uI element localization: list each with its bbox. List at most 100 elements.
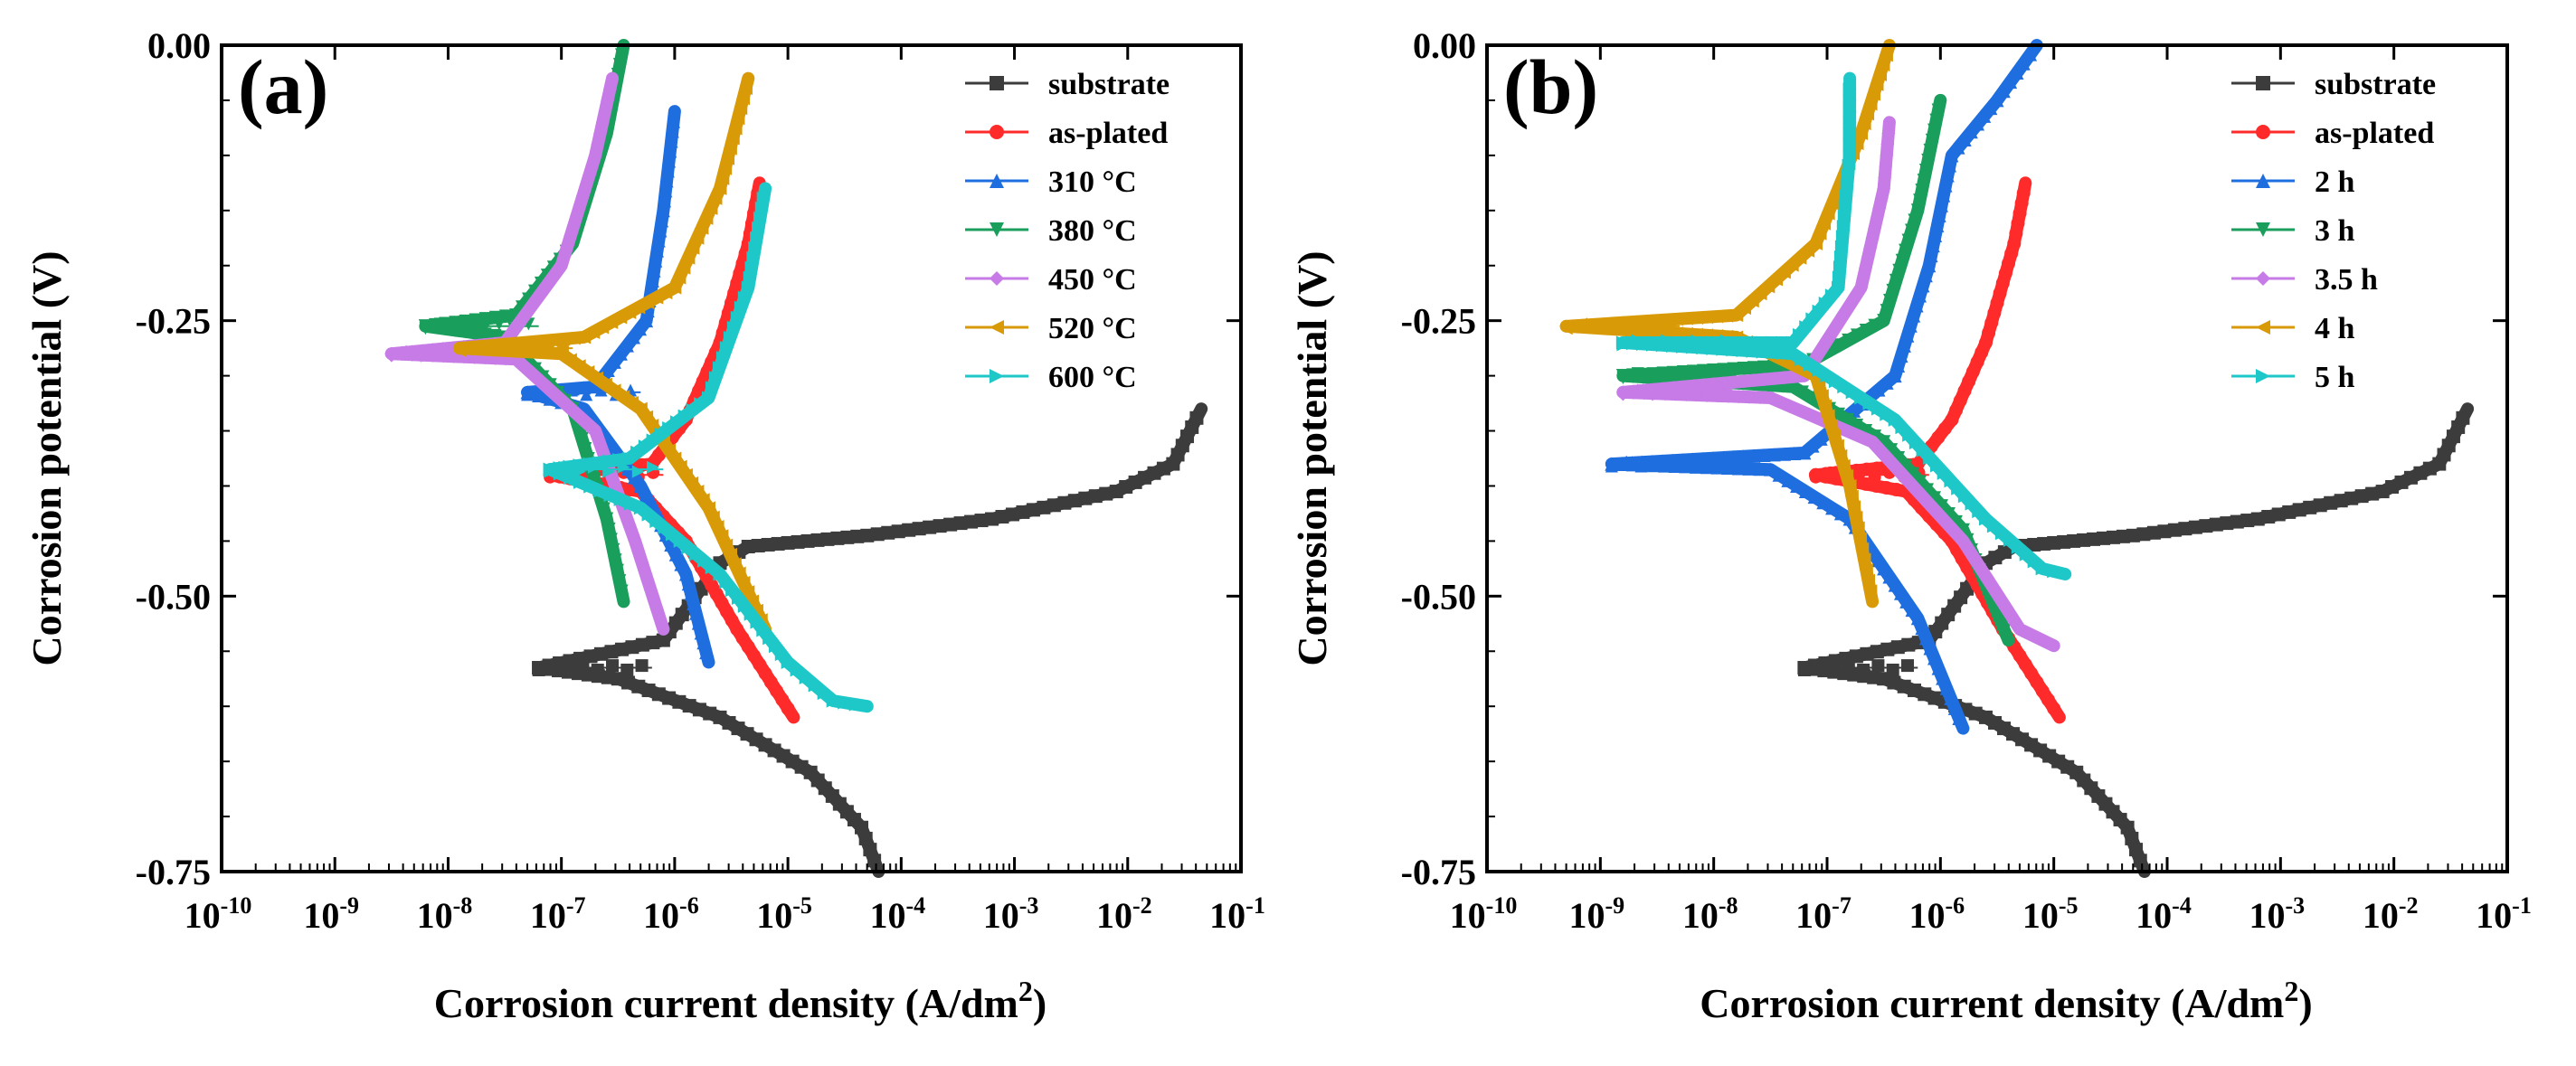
series-marker (1814, 342, 1829, 356)
series-marker (1807, 490, 1822, 505)
series-marker (658, 286, 673, 300)
series-marker (743, 607, 758, 621)
series-marker (649, 514, 664, 528)
series-marker (1776, 265, 1791, 279)
series-marker (1901, 637, 1916, 652)
series-marker (1868, 221, 1882, 235)
series-marker (1851, 521, 1865, 535)
series-2-h (1605, 39, 2043, 735)
series-marker (592, 434, 606, 448)
series-marker (860, 528, 875, 542)
series-marker (713, 567, 727, 581)
series-marker (585, 158, 600, 173)
series-marker (2035, 561, 2050, 576)
series-marker (732, 566, 746, 580)
series-marker (668, 280, 682, 295)
legend-label: 3.5 h (2315, 263, 2378, 297)
series-marker (705, 561, 719, 575)
series-marker (2324, 495, 2338, 510)
series-marker (1832, 316, 1846, 330)
series-marker (1877, 672, 1891, 686)
series-marker (1841, 168, 1855, 183)
series-marker (574, 431, 589, 446)
series-marker (553, 461, 567, 476)
series-marker (577, 381, 592, 395)
legend-marker (990, 76, 1004, 90)
series-marker (741, 585, 755, 599)
series-marker (1897, 679, 1911, 693)
series-marker (602, 82, 617, 97)
series-marker (1726, 335, 1740, 350)
y-tick-label: -0.50 (1401, 576, 1476, 617)
series-marker (1731, 390, 1746, 404)
series-marker (625, 640, 639, 655)
series-marker (667, 114, 681, 128)
legend-marker (2256, 76, 2270, 90)
series-marker (1948, 514, 1963, 529)
series-marker (535, 284, 550, 298)
series-marker (1646, 367, 1661, 382)
series-marker (1918, 269, 1933, 283)
series-marker (1854, 126, 1869, 140)
series-marker (2010, 65, 2024, 80)
series-marker (2125, 831, 2139, 845)
series-marker (1997, 623, 2012, 637)
series-marker (699, 646, 714, 660)
series-marker (1624, 456, 1639, 470)
series-marker (566, 331, 581, 345)
series-marker (1899, 594, 1914, 608)
x-axis-title: Corrosion current density (A/dm2) (434, 975, 1046, 1026)
series-marker (1836, 458, 1851, 473)
series-marker (582, 457, 597, 471)
series-marker (1994, 526, 2009, 541)
series-marker (2220, 516, 2234, 531)
series-marker (573, 410, 587, 424)
series-marker (1920, 483, 1935, 497)
series-marker (781, 702, 795, 716)
legend-label: substrate (2315, 68, 2436, 101)
series-marker (1882, 570, 1897, 584)
series-marker (1899, 458, 1913, 473)
series-marker (651, 233, 666, 248)
series-marker (1716, 335, 1730, 350)
series-marker (1609, 316, 1624, 330)
series-marker (1761, 279, 1776, 294)
series-marker (863, 843, 877, 857)
series-marker (1747, 448, 1761, 463)
series-marker (651, 687, 666, 702)
series-marker (756, 191, 771, 205)
series-marker (1649, 313, 1663, 327)
series-marker (656, 435, 670, 449)
series-marker (1721, 389, 1736, 403)
series-marker (638, 439, 652, 454)
series-marker (2003, 533, 2017, 548)
series-marker (1859, 476, 1873, 491)
series-marker (494, 337, 508, 352)
series-marker (572, 359, 586, 373)
series-marker (678, 467, 693, 482)
series-marker (658, 521, 672, 535)
series-marker (1913, 288, 1927, 303)
series-marker (630, 445, 645, 459)
series-marker (614, 584, 629, 599)
series-marker (1939, 681, 1954, 695)
series-marker (1818, 399, 1833, 413)
series-marker (578, 441, 592, 456)
series-marker (1934, 499, 1948, 514)
x-tick-label: 10-8 (1682, 892, 1738, 936)
series-marker (1859, 424, 1873, 439)
series-marker (690, 231, 705, 245)
series-marker (2023, 47, 2038, 61)
y-tick-label: -0.75 (1401, 852, 1476, 892)
series-marker (1842, 478, 1857, 493)
series-marker (719, 575, 734, 590)
series-marker (1854, 391, 1869, 405)
series-marker (602, 454, 617, 468)
series-marker (1947, 701, 1962, 715)
series-marker (588, 380, 602, 394)
series-marker (2261, 509, 2276, 524)
series-marker (706, 510, 720, 524)
series-marker (488, 310, 503, 325)
series-marker (1883, 294, 1898, 308)
series-marker (541, 381, 555, 395)
